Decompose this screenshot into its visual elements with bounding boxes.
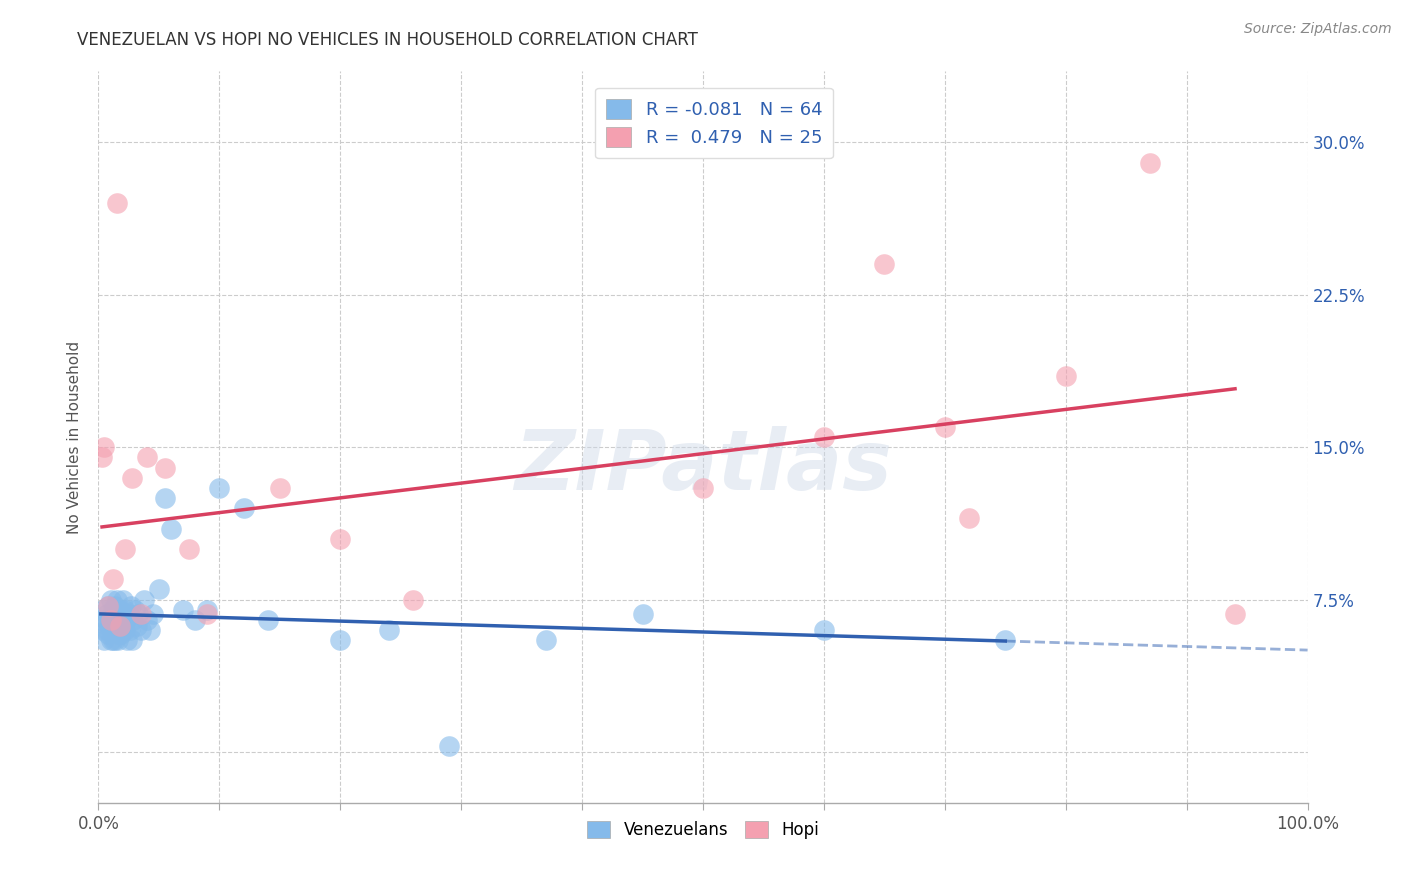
Point [108,627,131,641]
Point [105,196,128,211]
Text: Source: ZipAtlas.com: Source: ZipAtlas.com [1244,22,1392,37]
Point [142,607,165,621]
Point [129,623,152,637]
Point [120,599,142,613]
Point [129,607,152,621]
Point [108,619,131,633]
Point [329,532,352,546]
Point [127,619,149,633]
Point [114,541,136,556]
Point [105,623,128,637]
Point [127,607,149,621]
Point [97,627,120,641]
Point [100,592,122,607]
Point [94,613,117,627]
Point [107,613,129,627]
Point [101,603,124,617]
Point [91,450,114,465]
Point [93,440,115,454]
Point [179,541,201,556]
Legend: Venezuelans, Hopi: Venezuelans, Hopi [581,814,825,846]
Point [100,613,122,627]
Point [135,450,157,465]
Point [256,613,278,627]
Point [994,633,1017,648]
Point [172,603,194,617]
Point [208,481,231,495]
Point [873,257,896,271]
Point [105,592,128,607]
Text: ZIPatlas: ZIPatlas [515,425,891,507]
Point [100,623,122,637]
Point [329,633,352,648]
Point [108,619,131,633]
Point [195,603,218,617]
Point [402,592,425,607]
Point [104,599,127,613]
Point [93,633,115,648]
Text: VENEZUELAN VS HOPI NO VEHICLES IN HOUSEHOLD CORRELATION CHART: VENEZUELAN VS HOPI NO VEHICLES IN HOUSEH… [77,31,699,49]
Point [91,603,114,617]
Point [1139,156,1161,170]
Point [148,582,170,597]
Point [934,420,956,434]
Point [90,613,112,627]
Point [108,603,131,617]
Point [692,481,714,495]
Point [153,460,176,475]
Point [100,613,122,627]
Point [1223,607,1246,621]
Point [377,623,399,637]
Point [813,623,835,637]
Point [97,599,120,613]
Point [101,633,124,648]
Point [160,521,183,535]
Point [114,623,136,637]
Point [100,633,122,648]
Point [115,613,138,627]
Point [195,607,218,621]
Point [118,623,141,637]
Point [1054,369,1077,384]
Point [97,599,120,613]
Point [121,471,143,485]
Point [232,501,254,516]
Point [122,613,145,627]
Point [135,613,157,627]
Point [96,623,118,637]
Y-axis label: No Vehicles in Household: No Vehicles in Household [67,341,83,533]
Point [101,572,124,586]
Point [139,623,162,637]
Point [117,633,139,648]
Point [114,603,136,617]
Point [957,511,980,525]
Point [104,633,127,648]
Point [184,613,207,627]
Point [153,491,176,505]
Point [124,603,146,617]
Point [118,607,141,621]
Point [534,633,557,648]
Point [91,623,114,637]
Point [98,619,121,633]
Point [269,481,291,495]
Point [121,633,143,648]
Point [112,607,135,621]
Point [134,592,156,607]
Point [111,592,134,607]
Point [103,607,125,621]
Point [103,623,125,637]
Point [631,607,654,621]
Point [437,739,460,753]
Point [96,607,118,621]
Point [813,430,835,444]
Point [111,613,134,627]
Point [110,627,132,641]
Point [107,633,129,648]
